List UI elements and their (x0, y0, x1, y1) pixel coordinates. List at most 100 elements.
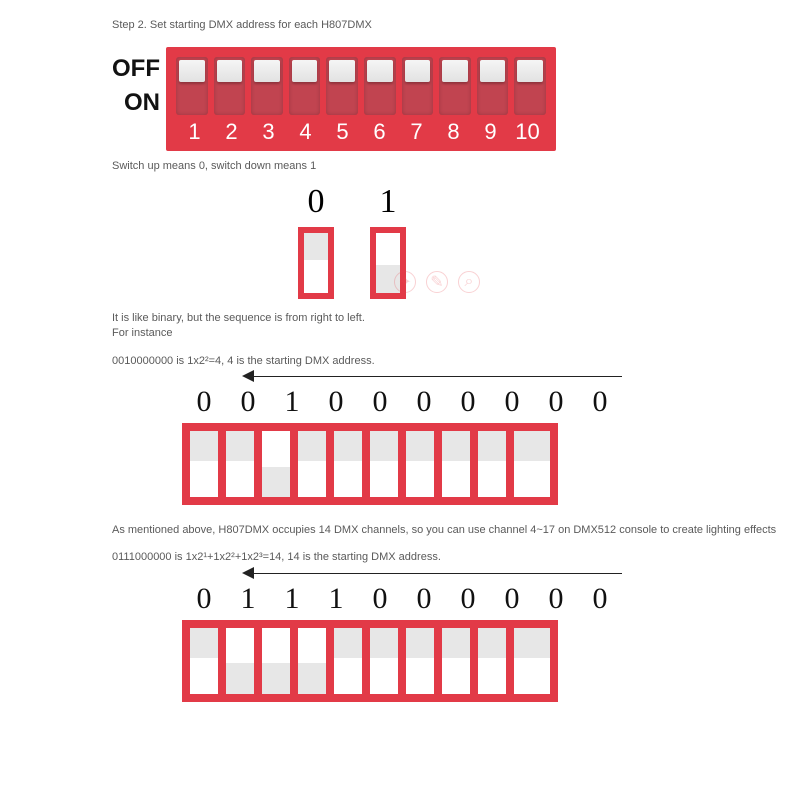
switch-slider (298, 431, 326, 461)
example2-bits: 0111000000 (182, 582, 780, 616)
dip-knob (329, 60, 355, 82)
switch-slider (334, 628, 362, 658)
dip-number: 10 (509, 119, 546, 145)
dip-slot-3 (251, 57, 283, 115)
bit-digit: 1 (270, 582, 314, 616)
dip-knob (517, 60, 543, 82)
bit-digit: 0 (402, 385, 446, 419)
dip-knob (367, 60, 393, 82)
bit-digit: 1 (226, 582, 270, 616)
para1-line3: 0010000000 is 1x2²=4, 4 is the starting … (112, 354, 780, 369)
dip-number: 9 (472, 119, 509, 145)
legend-zero-digit: 0 (308, 183, 325, 221)
switch-cell (442, 431, 478, 497)
switch-slider (442, 431, 470, 461)
bit-digit: 0 (578, 385, 622, 419)
switch-cell (370, 628, 406, 694)
dip-knob (292, 60, 318, 82)
dip-number: 6 (361, 119, 398, 145)
bit-digit: 0 (358, 385, 402, 419)
switch-cell (442, 628, 478, 694)
dip-slot-2 (214, 57, 246, 115)
switch-cell (190, 431, 226, 497)
switch-cell (478, 431, 514, 497)
switch-cell (370, 431, 406, 497)
dip-number: 4 (287, 119, 324, 145)
dip-knob (217, 60, 243, 82)
bit-digit: 0 (446, 582, 490, 616)
switch-slider (370, 628, 398, 658)
bit-digit: 0 (182, 582, 226, 616)
dip-slot-6 (364, 57, 396, 115)
switch-slider (226, 663, 254, 693)
dip-slot-7 (402, 57, 434, 115)
para2-line2: 0111000000 is 1x2¹+1x2²+1x2³=14, 14 is t… (112, 550, 780, 565)
switch-cell (514, 431, 550, 497)
example2-switches (182, 620, 558, 702)
switch-slider (262, 467, 290, 497)
bit-digit: 0 (226, 385, 270, 419)
arrow-left-icon (242, 566, 622, 580)
wm-icon: ⌕ (458, 271, 480, 293)
switch-slider (442, 628, 470, 658)
switch-cell (406, 431, 442, 497)
dip-knob (405, 60, 431, 82)
dip-knob (480, 60, 506, 82)
switch-cell (262, 431, 298, 497)
switch-slider (262, 663, 290, 693)
legend-zero-switch (298, 227, 334, 299)
dip-slot-8 (439, 57, 471, 115)
switch-slider (406, 628, 434, 658)
switch-cell (190, 628, 226, 694)
switch-slider (478, 628, 506, 658)
switch-cell (514, 628, 550, 694)
para2-line1: As mentioned above, H807DMX occupies 14 … (112, 523, 780, 538)
bit-digit: 0 (358, 582, 402, 616)
switch-cell (298, 628, 334, 694)
switch-slider (514, 628, 550, 658)
wm-icon: ✎ (426, 271, 448, 293)
wm-icon: ✦ (394, 271, 416, 293)
legend-zero: 0 (298, 183, 334, 299)
switch-slider (406, 431, 434, 461)
bit-digit: 0 (402, 582, 446, 616)
example1: 0010000000 (182, 369, 780, 505)
dip-switch-photo: OFF ON 12345678910 (112, 47, 780, 151)
page: Step 2. Set starting DMX address for eac… (0, 0, 800, 702)
switch-slider (514, 431, 550, 461)
dip-number: 5 (324, 119, 361, 145)
dip-number: 1 (176, 119, 213, 145)
dip-slot-9 (477, 57, 509, 115)
bit-digit: 0 (314, 385, 358, 419)
arrow-left-icon (242, 369, 622, 383)
switch-slider (298, 663, 326, 693)
switch-slider (334, 431, 362, 461)
switch-cell (334, 628, 370, 694)
para1-line1: It is like binary, but the sequence is f… (112, 311, 780, 326)
dip-knob (442, 60, 468, 82)
bit-digit: 0 (182, 385, 226, 419)
switch-slider (478, 431, 506, 461)
switch-slider (190, 431, 218, 461)
example2: 0111000000 (182, 566, 780, 702)
dip-number: 3 (250, 119, 287, 145)
dip-number: 7 (398, 119, 435, 145)
dip-number: 8 (435, 119, 472, 145)
bit-digit: 0 (490, 582, 534, 616)
bit-digit: 0 (534, 385, 578, 419)
dip-slot-1 (176, 57, 208, 115)
switch-slider (190, 628, 218, 658)
para1-line2: For instance (112, 326, 780, 341)
legend-one-digit: 1 (380, 183, 397, 221)
switch-cell (226, 431, 262, 497)
dip-slot-5 (326, 57, 358, 115)
dip-switch-body: 12345678910 (166, 47, 556, 151)
switch-cell (226, 628, 262, 694)
example1-bits: 0010000000 (182, 385, 780, 419)
switch-slider (370, 431, 398, 461)
switch-cell (298, 431, 334, 497)
watermark-icons: ✦ ✎ ⌕ (382, 267, 492, 297)
label-off: OFF (112, 55, 160, 83)
dip-slot-10 (514, 57, 546, 115)
bit-digit: 0 (490, 385, 534, 419)
